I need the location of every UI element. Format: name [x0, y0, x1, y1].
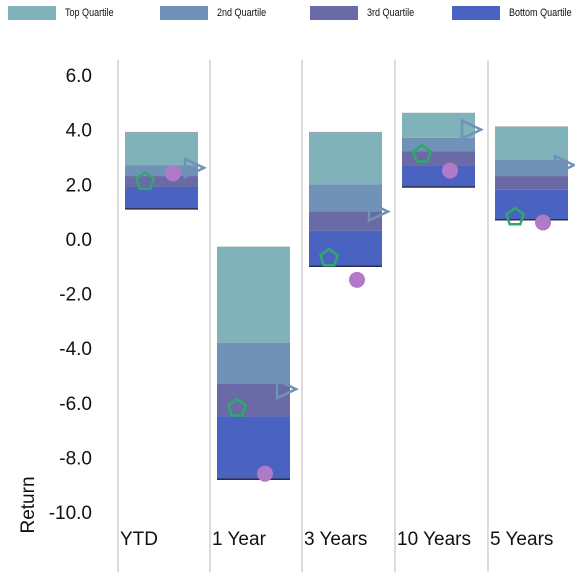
legend-swatch: [8, 6, 56, 20]
y-tick-label: 6.0: [66, 66, 92, 87]
marker-circle: [165, 165, 181, 182]
band-10-years-q2: [402, 137, 475, 152]
band-5-years-q1: [495, 126, 568, 160]
band-3-years-q4: [309, 230, 382, 267]
legend-item-3: Bottom Quartile: [452, 5, 575, 21]
marker-pentagon: [226, 397, 248, 417]
legend-item-2: 3rd Quartile: [310, 5, 424, 21]
band-1-year-q2: [217, 342, 290, 384]
marker-triangle: [275, 378, 299, 401]
band-5-years-q2: [495, 159, 568, 177]
y-tick-label: -8.0: [59, 448, 92, 469]
band-3-years-q2: [309, 184, 382, 212]
marker-pentagon: [504, 206, 526, 226]
band-10-years-q1: [402, 113, 475, 138]
y-tick-label: -2.0: [59, 285, 92, 306]
y-tick-label: 2.0: [66, 175, 92, 196]
legend: Top Quartile 2nd Quartile 3rd Quartile Bott…: [0, 0, 575, 28]
y-tick-label: 4.0: [66, 121, 92, 142]
y-tick-label: -4.0: [59, 339, 92, 360]
legend-item-1: 2nd Quartile: [160, 5, 277, 21]
x-tick-label: 3 Years: [304, 529, 367, 550]
marker-circle: [257, 465, 273, 482]
x-tick-label: YTD: [120, 529, 158, 550]
band-3-years-q3: [309, 211, 382, 231]
y-axis-label: Return: [18, 476, 39, 533]
marker-triangle: [460, 118, 484, 141]
band-1-year-q3: [217, 383, 290, 417]
legend-swatch: [452, 6, 500, 20]
marker-pentagon: [318, 247, 340, 267]
band-1-year-q1: [217, 247, 290, 343]
band-ytd-q3: [125, 176, 198, 187]
marker-triangle: [553, 154, 575, 177]
band-5-years-q3: [495, 176, 568, 190]
legend-label: Bottom Quartile: [509, 7, 572, 19]
marker-circle: [535, 214, 551, 231]
x-tick-label: 1 Year: [212, 529, 267, 550]
legend-item-0: Top Quartile: [8, 5, 124, 21]
y-tick-label: 0.0: [66, 230, 92, 251]
marker-pentagon: [411, 143, 433, 163]
legend-label: 2nd Quartile: [217, 7, 267, 19]
marker-pentagon: [134, 170, 156, 191]
x-tick-label: 5 Years: [490, 529, 553, 550]
band-1-year-q4: [217, 416, 290, 480]
marker-circle: [442, 162, 458, 179]
legend-label: Top Quartile: [65, 7, 114, 19]
marker-triangle: [183, 156, 207, 179]
marker-triangle: [367, 200, 391, 223]
y-tick-label: -10.0: [49, 503, 92, 524]
band-ytd-q2: [125, 165, 198, 177]
legend-swatch: [160, 6, 208, 20]
band-10-years-q4: [402, 165, 475, 187]
x-tick-label: 10 Years: [397, 529, 471, 550]
y-tick-label: -6.0: [59, 394, 92, 415]
legend-label: 3rd Quartile: [367, 7, 415, 19]
legend-swatch: [310, 6, 358, 20]
marker-circle: [349, 271, 365, 288]
band-3-years-q1: [309, 132, 382, 185]
band-ytd-q4: [125, 186, 198, 209]
